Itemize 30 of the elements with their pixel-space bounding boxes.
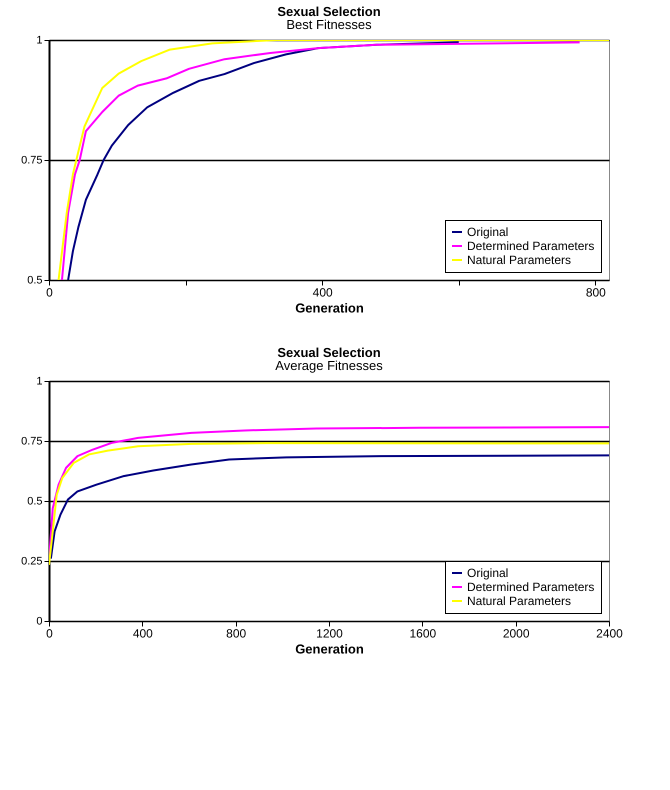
legend-label: Determined Parameters: [467, 239, 594, 253]
x-tick-label: 400: [132, 626, 154, 640]
x-tick-label: 0: [46, 626, 54, 640]
x-tick-label: 0: [46, 286, 54, 300]
chart-subtitle: Best Fitnesses: [286, 17, 372, 32]
x-axis-title: Generation: [295, 642, 364, 656]
legend-label: Determined Parameters: [467, 580, 594, 594]
y-tick-label: 0: [36, 616, 42, 628]
x-tick-label: 2000: [502, 626, 530, 640]
chart-title: Sexual Selection: [277, 345, 381, 360]
y-tick-label: 0.5: [27, 274, 42, 286]
y-tick-label: 0.5: [27, 496, 42, 508]
y-tick-label: 1: [36, 376, 42, 388]
legend-label: Original: [467, 566, 508, 580]
x-axis-title: Generation: [295, 300, 364, 316]
legend-label: Original: [467, 225, 508, 239]
chart-title: Sexual Selection: [277, 4, 381, 19]
x-tick-label: 400: [312, 286, 334, 300]
legend-label: Natural Parameters: [467, 594, 572, 608]
chart-subtitle: Average Fitnesses: [275, 358, 384, 373]
x-tick-label: 800: [586, 286, 606, 300]
y-tick-label: 1: [36, 34, 42, 46]
x-tick-label: 2400: [596, 626, 624, 640]
y-tick-label: 0.75: [21, 154, 42, 166]
x-tick-label: 1200: [316, 626, 344, 640]
y-tick-label: 0.75: [21, 436, 42, 448]
x-tick-label: 1600: [409, 626, 437, 640]
x-tick-label: 800: [226, 626, 246, 640]
y-tick-label: 0.25: [21, 556, 42, 568]
legend-label: Natural Parameters: [467, 253, 572, 267]
